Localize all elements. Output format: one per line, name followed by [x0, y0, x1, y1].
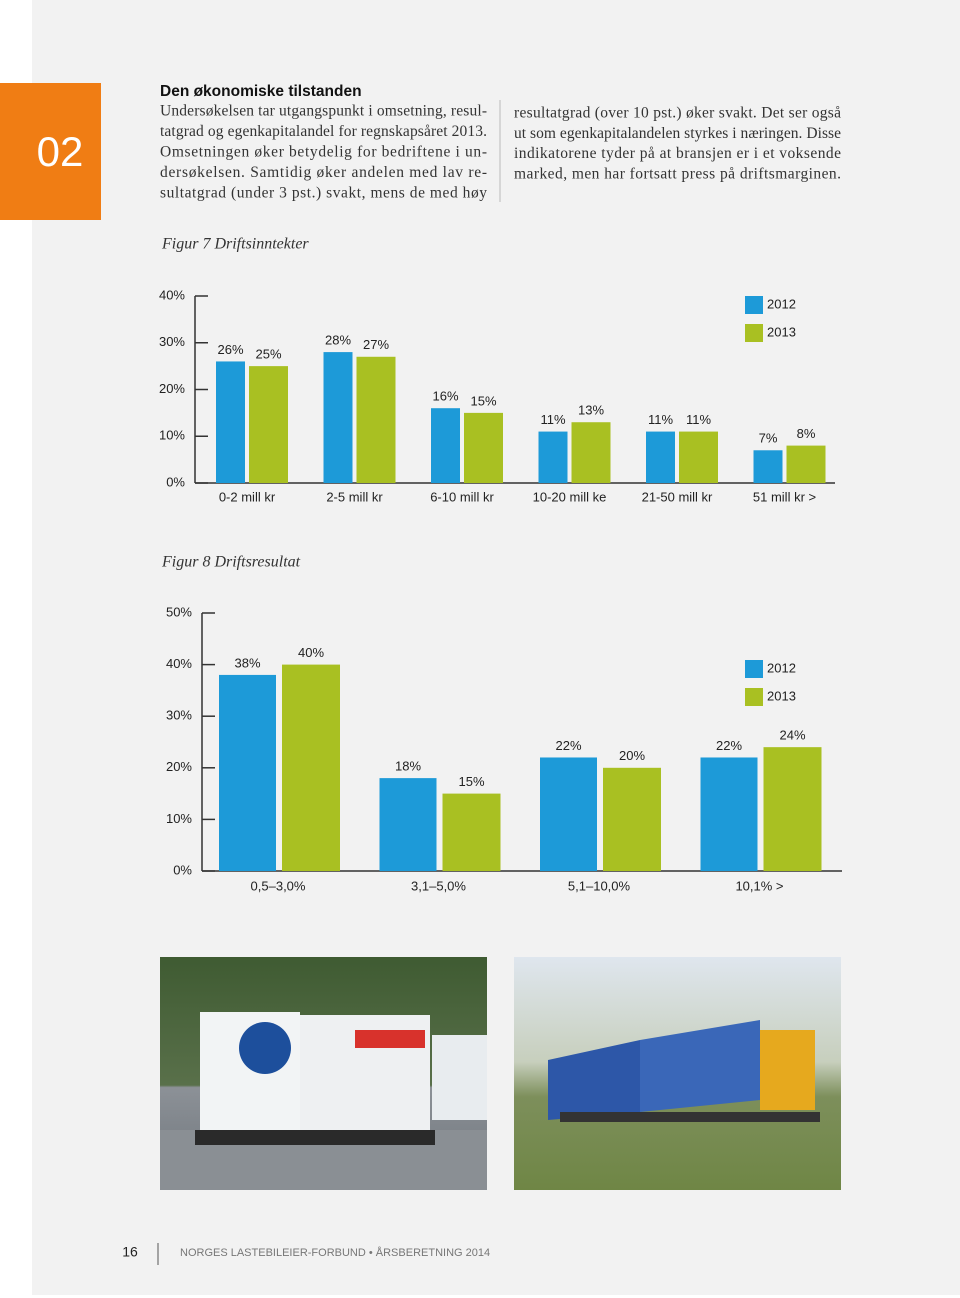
data-label: 24%	[779, 728, 805, 743]
data-label: 11%	[648, 412, 673, 427]
bar	[753, 450, 783, 483]
page-number: 16	[122, 1244, 138, 1260]
body-line: sultatgrad (under 3 pst.) svakt, mens de…	[160, 185, 487, 202]
data-label: 18%	[395, 759, 421, 774]
legend-label: 2013	[767, 688, 796, 703]
bar	[431, 408, 460, 483]
data-label: 16%	[432, 389, 458, 404]
bar	[216, 361, 245, 483]
body-line: ut som egenkapitalandelen styrkes i næri…	[514, 125, 841, 142]
data-label: 13%	[578, 403, 604, 418]
y-tick-label: 10%	[166, 811, 192, 826]
data-label: 26%	[217, 342, 243, 357]
bar	[249, 366, 288, 483]
data-label: 8%	[797, 426, 816, 441]
y-tick-label: 0%	[166, 474, 185, 489]
legend-swatch	[745, 324, 763, 342]
legend-label: 2013	[767, 324, 796, 339]
bar	[786, 445, 826, 483]
chart-title: Figur 7 Driftsinntekter	[161, 236, 309, 253]
data-label: 25%	[255, 347, 281, 362]
section-box	[0, 83, 101, 220]
data-label: 22%	[716, 738, 742, 753]
bar	[219, 674, 276, 871]
data-label: 38%	[234, 655, 260, 670]
body-line: marked, men har fortsatt press på drifts…	[514, 165, 841, 182]
body-line: indikatorene tyder på at bransjen er i e…	[514, 145, 841, 162]
y-tick-label: 10%	[159, 428, 185, 443]
x-tick-label: 0-2 mill kr	[219, 489, 276, 504]
x-tick-label: 3,1–5,0%	[411, 878, 466, 893]
bar	[763, 747, 822, 871]
body-line: Undersøkelsen tar utgangspunkt i omsetni…	[160, 103, 487, 120]
legend-swatch	[745, 688, 763, 706]
y-tick-label: 40%	[166, 656, 192, 671]
body-line: dersøkelsen. Samtidig øker andelen med l…	[160, 164, 487, 181]
bar	[603, 767, 661, 871]
data-label: 7%	[759, 431, 778, 446]
legend-swatch	[745, 296, 763, 314]
y-tick-label: 30%	[159, 334, 185, 349]
bar	[538, 431, 568, 483]
bar	[282, 664, 340, 871]
photo-right	[514, 957, 841, 1190]
bar	[442, 793, 501, 871]
y-tick-label: 0%	[173, 862, 192, 877]
body-line: Omsetningen øker betydelig for bedriften…	[160, 144, 487, 161]
x-tick-label: 5,1–10,0%	[568, 878, 631, 893]
y-tick-label: 20%	[159, 381, 185, 396]
x-tick-label: 21-50 mill kr	[642, 489, 713, 504]
data-label: 28%	[325, 333, 351, 348]
heading: Den økonomiske tilstanden	[160, 83, 362, 100]
legend-swatch	[745, 660, 763, 678]
y-tick-label: 20%	[166, 759, 192, 774]
bar	[464, 412, 503, 483]
bar	[356, 356, 396, 483]
bar	[700, 757, 758, 871]
data-label: 15%	[470, 393, 496, 408]
body-line: tatgrad og egenkapitalandel for regnskap…	[160, 123, 487, 140]
data-label: 20%	[619, 748, 645, 763]
y-tick-label: 40%	[159, 287, 185, 302]
y-tick-label: 30%	[166, 708, 192, 723]
data-label: 27%	[363, 337, 389, 352]
data-label: 22%	[555, 738, 581, 753]
x-tick-label: 2-5 mill kr	[326, 489, 383, 504]
x-tick-label: 10,1% >	[735, 878, 783, 893]
chart-title: Figur 8 Driftsresultat	[161, 554, 301, 571]
bar	[379, 778, 437, 871]
x-tick-label: 10-20 mill ke	[533, 489, 607, 504]
x-tick-label: 51 mill kr >	[753, 489, 816, 504]
data-label: 40%	[298, 645, 324, 660]
x-tick-label: 0,5–3,0%	[251, 878, 306, 893]
bar	[571, 422, 611, 483]
legend-label: 2012	[767, 660, 796, 675]
bar	[679, 431, 718, 483]
data-label: 11%	[686, 412, 711, 427]
bar	[646, 431, 675, 483]
bar	[323, 352, 353, 483]
data-label: 15%	[458, 774, 484, 789]
footer-text: NORGES LASTEBILEIER-FORBUND • ÅRSBERETNI…	[180, 1246, 490, 1259]
data-label: 11%	[540, 412, 565, 427]
section-number: 02	[37, 128, 84, 175]
photo-left	[160, 957, 487, 1190]
x-tick-label: 6-10 mill kr	[430, 489, 494, 504]
legend-label: 2012	[767, 296, 796, 311]
body-line: resultatgrad (over 10 pst.) øker svakt. …	[514, 105, 841, 122]
y-tick-label: 50%	[166, 604, 192, 619]
bar	[540, 757, 597, 871]
